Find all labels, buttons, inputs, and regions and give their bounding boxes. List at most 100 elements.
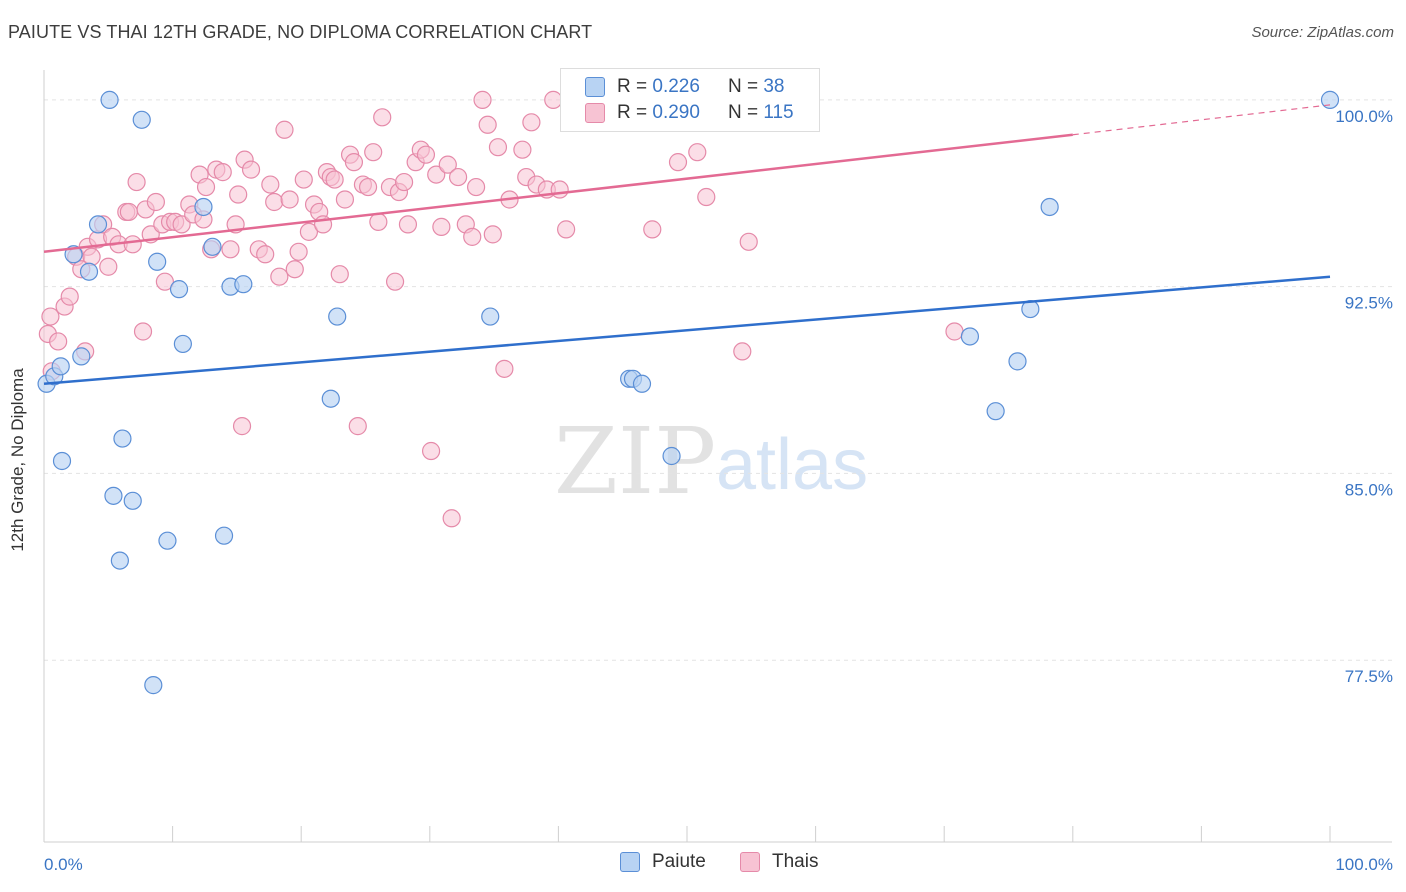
thai-point [557, 220, 576, 239]
thai-point [550, 180, 569, 199]
series-legend: Paiute Thais [0, 851, 1406, 877]
paiute-points [37, 90, 1340, 695]
thai-point [643, 220, 662, 239]
thai-point [522, 113, 541, 132]
thai-point [427, 165, 446, 184]
paiute-point [113, 429, 132, 448]
watermark: ZIP atlas [554, 408, 868, 515]
paiute-point [632, 374, 652, 393]
thai-point [221, 240, 240, 259]
paiute-point [662, 446, 681, 466]
paiute-point [1320, 90, 1340, 109]
thai-point [241, 160, 261, 179]
paiute-n-value: 38 [763, 76, 785, 97]
thai-point [232, 417, 252, 436]
thai-point [299, 222, 319, 241]
thai-point [473, 90, 492, 109]
thai-point [127, 172, 146, 192]
thai-point [513, 140, 532, 159]
thai-point [99, 257, 118, 276]
paiute-point [1040, 197, 1059, 217]
paiute-point [144, 676, 163, 695]
thai-point [123, 235, 142, 254]
paiute-r-label: R = [617, 76, 648, 97]
thai-point [688, 143, 707, 162]
thai-point [466, 177, 486, 197]
thai-point [265, 192, 284, 212]
thai-point [270, 267, 289, 286]
thai-point [41, 307, 60, 326]
thai-point [119, 202, 138, 222]
thai-point [330, 265, 349, 284]
thai-point [733, 342, 752, 361]
thai-point [289, 242, 308, 261]
paiute-point [481, 307, 500, 326]
thai-point [448, 167, 468, 187]
paiute-point [321, 389, 340, 408]
thais-r-label: R = [617, 102, 648, 123]
paiute-point [132, 110, 151, 129]
watermark-atlas: atlas [716, 425, 868, 505]
thai-point [285, 260, 304, 279]
thai-point [358, 177, 378, 197]
paiute-point [104, 486, 123, 505]
y-tick-label: 77.5% [1345, 667, 1393, 686]
paiute-point [173, 334, 192, 354]
paiute-point [123, 491, 142, 510]
thai-point [394, 172, 414, 192]
thais-trend-extension [1072, 104, 1331, 136]
thai-point [495, 359, 514, 378]
thai-point [155, 272, 174, 291]
paiute-point [986, 402, 1005, 421]
tick-labels: 77.5% 85.0% 92.5% 100.0% 0.0% 100.0% [44, 107, 1393, 874]
source-label: Source: ZipAtlas.com [1251, 24, 1394, 41]
thai-point [438, 155, 457, 174]
watermark-zip: ZIP [554, 408, 716, 515]
paiute-trend-line [43, 275, 1331, 386]
paiute-point [148, 252, 167, 271]
paiute-point [214, 526, 234, 545]
thai-point [275, 120, 294, 139]
paiute-point [194, 197, 213, 217]
series-legend-thais: Thais [740, 851, 818, 873]
thai-point [172, 215, 191, 234]
paiute-point [79, 262, 99, 281]
thai-point [442, 509, 461, 528]
thai-point [344, 153, 364, 172]
legend-row-paiute: R = 0.226 N = 38 [585, 75, 784, 99]
thai-point [196, 177, 216, 197]
chart-title: PAIUTE VS THAI 12TH GRADE, NO DIPLOMA CO… [8, 22, 593, 42]
y-tick-label: 100.0% [1335, 107, 1393, 126]
thais-legend-swatch [740, 852, 760, 872]
thais-trend-line [43, 133, 1073, 254]
thai-point [82, 247, 101, 266]
y-tick-label: 92.5% [1345, 294, 1393, 313]
thai-point [385, 272, 405, 291]
thais-r-value: 0.290 [652, 102, 700, 123]
paiute-point [328, 307, 347, 326]
trend-lines [43, 104, 1331, 386]
thai-point [229, 185, 248, 204]
x-tick-label: 100.0% [1335, 855, 1393, 874]
paiute-point [110, 551, 129, 570]
paiute-n-label: N = [727, 76, 759, 97]
paiute-point [158, 531, 177, 550]
paiute-point [960, 327, 980, 346]
thai-point [421, 441, 441, 461]
thai-point [739, 232, 758, 251]
thais-legend-label: Thais [772, 851, 819, 872]
paiute-point [100, 90, 119, 109]
thai-point [369, 212, 388, 232]
series-legend-paiute: Paiute [620, 851, 706, 873]
thai-point [432, 217, 451, 236]
paiute-legend-label: Paiute [652, 851, 706, 872]
paiute-point [52, 451, 72, 471]
paiute-point [169, 280, 189, 299]
paiute-point [88, 215, 108, 234]
thai-point [146, 192, 165, 212]
thai-point [945, 322, 964, 341]
thai-point [60, 287, 79, 306]
thai-point [335, 190, 355, 209]
thai-point [294, 170, 313, 189]
paiute-r-value: 0.226 [652, 76, 700, 97]
